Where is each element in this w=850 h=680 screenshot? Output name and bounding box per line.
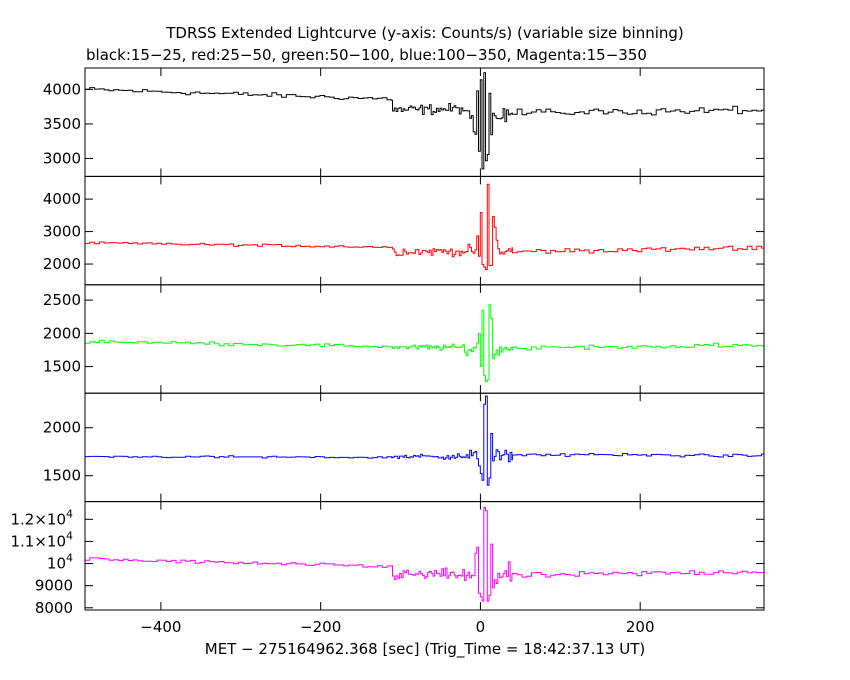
lightcurve-black	[85, 72, 764, 170]
y-tick-label-black: 3000	[43, 149, 81, 167]
panel-frame-magenta	[84, 501, 765, 611]
y-tick-label-magenta: 1.2×104	[10, 507, 73, 528]
panel-frame-red	[84, 175, 765, 286]
x-axis-label: MET − 275164962.368 [sec] (Trig_Time = 1…	[205, 640, 645, 659]
chart-title: TDRSS Extended Lightcurve (y-axis: Count…	[165, 24, 684, 42]
x-tick-label: −200	[300, 618, 341, 636]
x-tick-label: 0	[476, 618, 486, 636]
y-tick-label-green: 2000	[43, 324, 81, 342]
y-tick-label-red: 2000	[43, 255, 81, 273]
x-tick-label: 200	[626, 618, 655, 636]
lightcurve-blue	[85, 395, 764, 486]
panel-frame-blue	[84, 392, 765, 503]
y-tick-label-blue: 1500	[43, 467, 81, 485]
lightcurve-red	[85, 183, 764, 270]
y-tick-label-green: 1500	[43, 358, 81, 376]
panel-frame-green	[84, 284, 765, 394]
y-tick-label-magenta: 104	[47, 552, 73, 573]
x-tick-label: −400	[140, 618, 181, 636]
panel-frame-black	[84, 67, 765, 177]
y-tick-label-magenta: 1.1×104	[10, 529, 73, 550]
y-tick-label-green: 2500	[43, 291, 81, 309]
y-tick-label-magenta: 8000	[35, 599, 73, 617]
y-tick-label-red: 3000	[43, 223, 81, 241]
y-tick-label-magenta: 9000	[35, 577, 73, 595]
chart-subtitle: black:15−25, red:25−50, green:50−100, bl…	[86, 46, 647, 64]
y-tick-label-blue: 2000	[43, 419, 81, 437]
y-tick-label-red: 4000	[43, 190, 81, 208]
y-tick-label-black: 3500	[43, 115, 81, 133]
lightcurve-green	[85, 304, 764, 383]
lightcurve-magenta	[85, 507, 764, 602]
panels-group: 3000350040002000300040001500200025001500…	[10, 67, 765, 636]
y-tick-label-black: 4000	[43, 80, 81, 98]
